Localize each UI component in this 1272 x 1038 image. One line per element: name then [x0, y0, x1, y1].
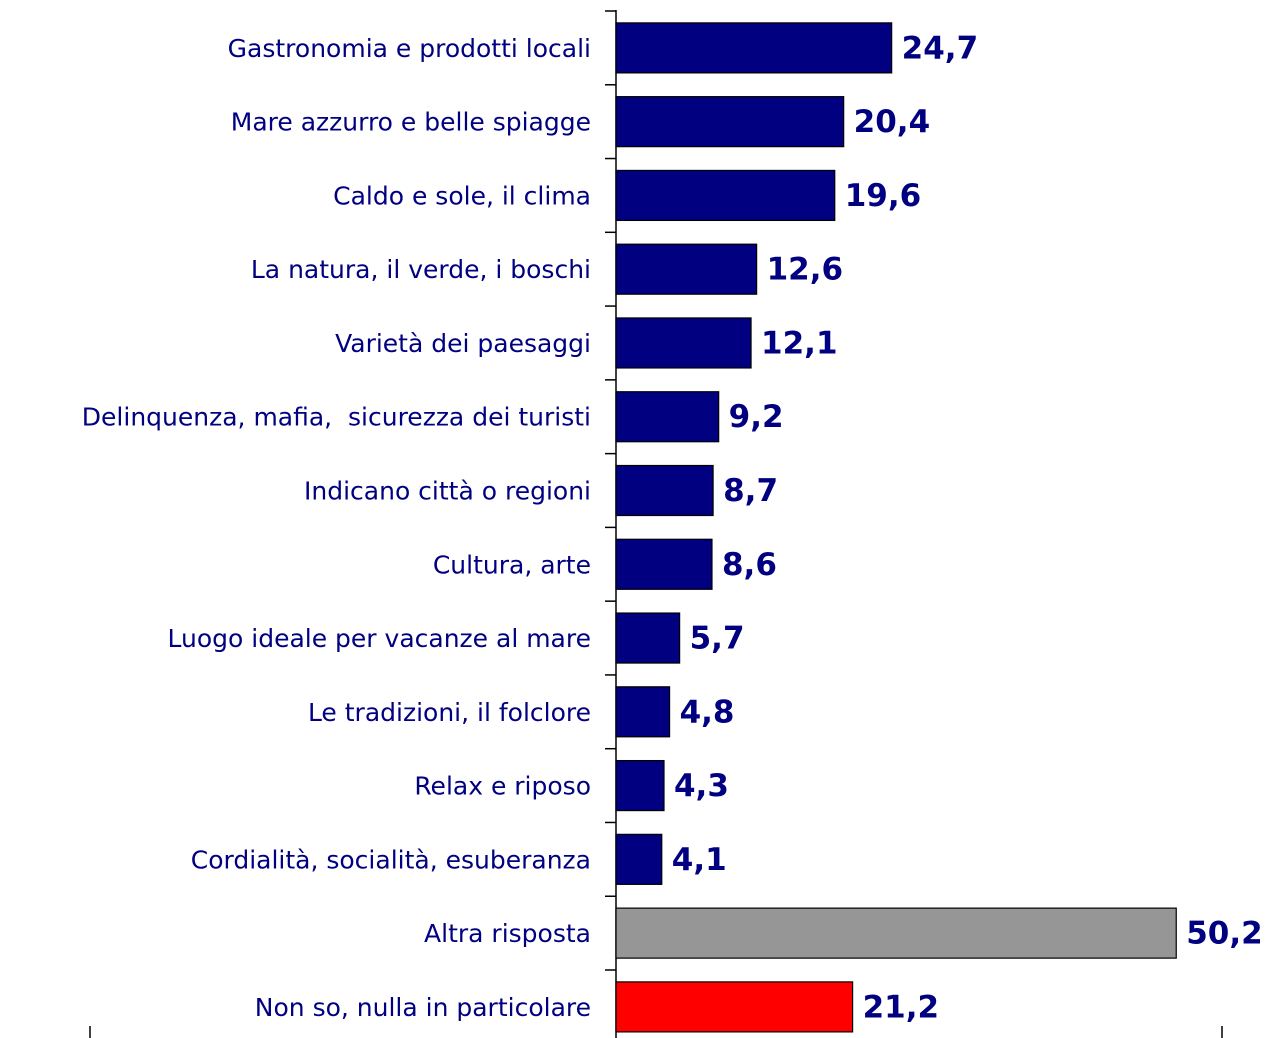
- bar: [615, 907, 1177, 959]
- bar: [615, 464, 714, 517]
- bar: [615, 391, 720, 443]
- bar: [615, 612, 681, 664]
- category-label: Gastronomia e prodotti locali: [228, 34, 591, 63]
- bar: [615, 686, 671, 738]
- bar: [615, 96, 845, 148]
- bar: [615, 981, 854, 1033]
- bar: [615, 833, 663, 885]
- value-label: 4,8: [680, 694, 735, 730]
- category-label: Mare azzurro e belle spiagge: [231, 108, 591, 137]
- value-label: 8,7: [723, 473, 778, 509]
- bar: [615, 169, 836, 222]
- bar: [615, 538, 713, 590]
- value-label: 24,7: [902, 30, 979, 66]
- value-label: 21,2: [863, 989, 940, 1025]
- category-label: La natura, il verde, i boschi: [251, 255, 591, 284]
- bar: [615, 759, 665, 812]
- category-label: Caldo e sole, il clima: [333, 181, 591, 210]
- value-label: 19,6: [845, 178, 922, 214]
- value-label: 12,6: [767, 252, 844, 288]
- category-label: Delinquenza, mafia, sicurezza dei turist…: [82, 403, 591, 432]
- category-label: Varietà dei paesaggi: [335, 329, 591, 358]
- category-label: Altra risposta: [424, 919, 591, 948]
- bar: [615, 317, 752, 369]
- category-label: Luogo ideale per vacanze al mare: [168, 624, 591, 653]
- category-label: Cultura, arte: [433, 550, 591, 579]
- value-label: 8,6: [722, 547, 777, 583]
- category-label: Indicano città o regioni: [304, 477, 591, 506]
- bar: [615, 243, 758, 295]
- category-label: Relax e riposo: [414, 772, 591, 801]
- category-label: Non so, nulla in particolare: [255, 993, 591, 1022]
- category-label: Le tradizioni, il folclore: [308, 698, 591, 727]
- value-label: 9,2: [729, 399, 784, 435]
- bar: [615, 22, 893, 74]
- category-label: Cordialità, socialità, esuberanza: [191, 845, 591, 874]
- value-label: 50,2: [1186, 916, 1263, 952]
- value-label: 5,7: [690, 621, 745, 657]
- value-label: 20,4: [854, 104, 931, 140]
- value-label: 4,3: [674, 768, 729, 804]
- value-label: 12,1: [761, 325, 838, 361]
- value-label: 4,1: [672, 842, 727, 878]
